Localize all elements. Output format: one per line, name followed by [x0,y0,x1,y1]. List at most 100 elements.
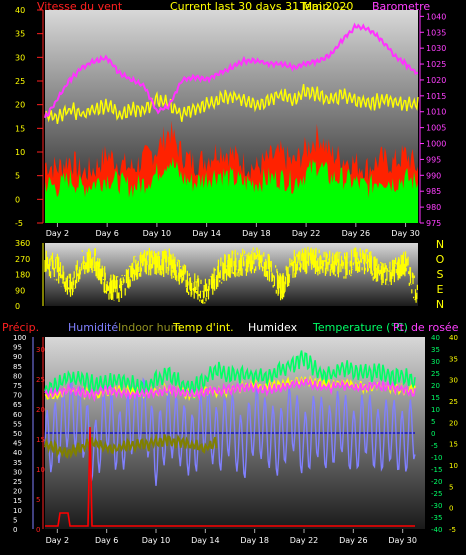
p3-temp-tick: 10 [431,406,440,414]
p3-temp-tick: 25 [431,370,440,378]
p2-left-tick: 90 [15,286,25,295]
p1-right-tick: 1040 [426,12,446,21]
p3-precip-tick: 30 [36,346,45,354]
p2-compass-label: O [436,253,445,266]
series-precipitation [45,426,415,527]
p1-date-tick: Day 10 [143,229,172,238]
chart-center-title: Current last 30 days 31 Mai 2020 [170,0,354,13]
p1-left-tick: 35 [15,30,25,39]
p3-humidity-tick: 5 [13,516,17,524]
p1-left-tick: 15 [15,124,25,133]
p1-date-tick: Day 30 [391,229,420,238]
p2-left-tick: 180 [15,271,30,280]
series-temp [44,83,419,125]
p1-date-tick: Day 6 [95,229,118,238]
p3-temp-tick: 0 [431,430,435,438]
p1-right-tick: 1015 [426,92,446,101]
p3-humidity-tick: 100 [13,334,26,342]
p3-temp-tick: -35 [431,514,442,522]
legend-temperature: Temperature (°C) [313,321,408,334]
p3-temp-tick: 15 [431,394,440,402]
p3-temp-tick: -10 [431,454,442,462]
p3-humidity-tick: 80 [13,372,22,380]
p3-temp-int-tick: 25 [449,398,458,406]
p3-temp-tick: 20 [431,382,440,390]
p3-temp-tick: 40 [431,334,440,342]
p1-left-tick: 0 [15,195,20,204]
p3-humidity-tick: 0 [13,526,17,534]
p1-left-tick: 5 [15,172,20,181]
p3-humidity-tick: 15 [13,497,22,505]
p3-humidity-tick: 30 [13,468,22,476]
p3-date-tick: Day 18 [240,536,269,545]
p1-right-tick: 1035 [426,28,446,37]
p3-precip-tick: 10 [36,466,45,474]
p3-humidity-tick: 75 [13,382,22,390]
p1-date-tick: Day 2 [46,229,69,238]
p3-temp-tick: -30 [431,502,442,510]
p1-date-tick: Day 26 [342,229,371,238]
p3-temp-int-tick: 20 [449,419,458,427]
p3-temp-int-tick: 30 [449,377,458,385]
p1-right-tick: 990 [426,171,441,180]
p3-temp-tick: -15 [431,466,442,474]
p1-right-tick: 1000 [426,140,446,149]
p3-humidity-tick: 90 [13,353,22,361]
p1-left-tick: 40 [15,6,25,15]
p3-temp-int-tick: 0 [449,505,453,513]
p3-date-tick: Day 6 [95,536,118,545]
p2-compass-label: E [437,283,444,296]
legend-dew-point: Pt. de rosée [393,321,459,334]
p3-temp-int-tick: 15 [449,441,458,449]
p3-temp-int-tick: 10 [449,462,458,470]
p3-temp-tick: -40 [431,526,442,534]
p1-right-tick: 985 [426,187,441,196]
series-wind-gust [45,157,418,223]
p3-precip-tick: 25 [36,376,45,384]
p2-compass-label: S [437,268,444,281]
p1-date-tick: Day 22 [292,229,321,238]
p3-temp-tick: -5 [431,442,438,450]
wind-speed-title: Vitesse du vent [37,0,123,13]
p3-humidity-tick: 95 [13,344,22,352]
p3-date-tick: Day 22 [290,536,319,545]
p3-humidity-tick: 50 [13,430,22,438]
center-suffix: Temp. --- [300,0,352,13]
p1-left-tick: 20 [15,101,25,110]
p2-compass-label: N [436,238,444,251]
p1-right-tick: 995 [426,155,441,164]
p3-temp-int-tick: -5 [449,526,456,534]
p3-humidity-tick: 60 [13,411,22,419]
legend-humidity: Humidité [68,321,119,334]
p3-humidity-tick: 20 [13,488,22,496]
p1-left-tick: 25 [15,77,25,86]
p3-temp-tick: 5 [431,418,435,426]
p3-humidity-tick: 55 [13,420,22,428]
p1-left-tick: 30 [15,53,25,62]
p1-date-tick: Day 18 [242,229,271,238]
p3-humidity-tick: 35 [13,459,22,467]
p3-temp-tick: 30 [431,358,440,366]
p2-left-tick: 270 [15,255,30,264]
p1-right-tick: 1005 [426,124,446,133]
p3-precip-tick: 15 [36,436,45,444]
p3-temp-tick: 35 [431,346,440,354]
p1-right-tick: 975 [426,219,441,228]
p3-date-tick: Day 14 [191,536,220,545]
p3-temp-tick: -25 [431,490,442,498]
p1-right-tick: 980 [426,203,441,212]
p3-date-tick: Day 2 [46,536,69,545]
p3-temp-tick: -20 [431,478,442,486]
p1-right-tick: 1010 [426,108,446,117]
p3-humidity-tick: 40 [13,449,22,457]
series-wind-direction [44,246,418,304]
series-barometer [44,22,419,119]
legend-indoor-hum: Indoor hum [118,321,182,334]
legend-precip: Précip. [2,321,40,334]
p2-left-tick: 360 [15,239,30,248]
p2-left-tick: 0 [15,302,20,311]
p3-humidity-tick: 85 [13,363,22,371]
legend-humidex: Humidex [248,321,298,334]
legend-temp-int: Temp d'int. [173,321,234,334]
